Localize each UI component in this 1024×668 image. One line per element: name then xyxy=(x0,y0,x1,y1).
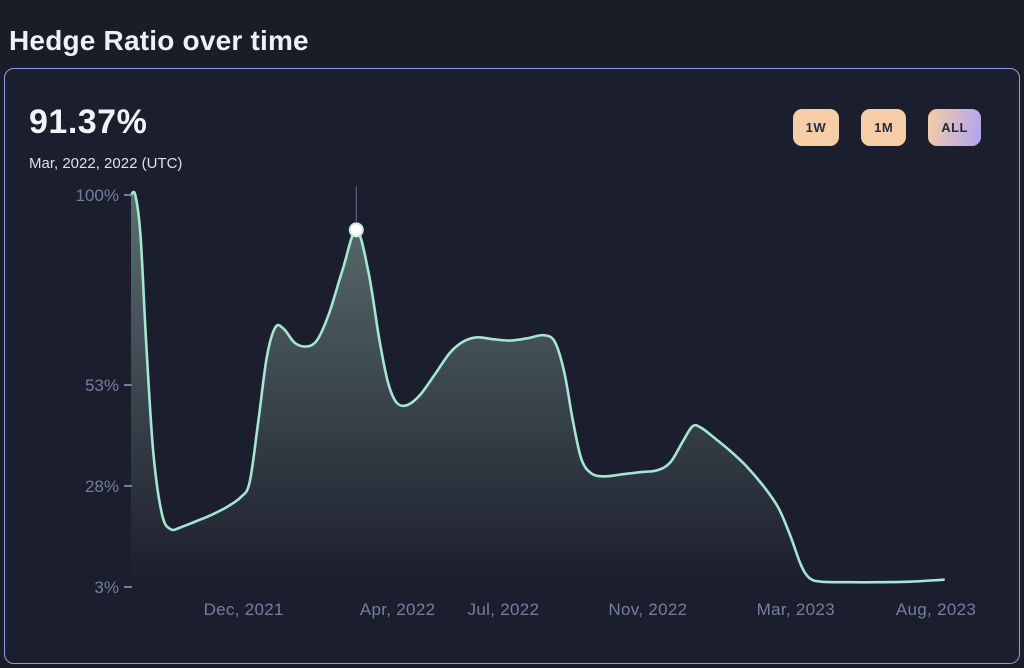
y-tick-label: 28% xyxy=(85,477,119,496)
x-tick-label: Aug, 2023 xyxy=(896,600,976,619)
hedge-ratio-card: 91.37% Mar, 2022, 2022 (UTC) 1W 1M ALL 1… xyxy=(4,68,1020,664)
x-tick-label: Dec, 2021 xyxy=(204,600,284,619)
x-tick-label: Nov, 2022 xyxy=(608,600,687,619)
y-tick-label: 53% xyxy=(85,376,119,395)
x-tick-label: Mar, 2023 xyxy=(757,600,835,619)
series-line xyxy=(129,190,945,584)
card-header: 91.37% Mar, 2022, 2022 (UTC) 1W 1M ALL xyxy=(29,89,995,172)
x-tick-label: Jul, 2022 xyxy=(468,600,540,619)
page-title: Hedge Ratio over time xyxy=(9,24,309,56)
hedge-ratio-chart[interactable]: 100% 53% 28% 3% Dec, 2021 Apr, 2022 Jul, 2022 N… xyxy=(29,184,997,636)
chart-wrap: 100% 53% 28% 3% Dec, 2021 Apr, 2022 Jul, 2022 N… xyxy=(29,184,995,641)
highlight-marker[interactable] xyxy=(348,222,364,238)
y-tick-label: 3% xyxy=(94,578,119,597)
metric-caption: Mar, 2022, 2022 (UTC) xyxy=(29,155,183,172)
x-tick-label: Apr, 2022 xyxy=(360,600,435,619)
range-button-all[interactable]: ALL xyxy=(928,109,981,146)
y-tick-label: 100% xyxy=(76,186,119,205)
range-button-1m[interactable]: 1M xyxy=(861,109,907,146)
range-selector: 1W 1M ALL xyxy=(792,109,981,146)
metric-value: 91.37% xyxy=(29,103,148,141)
range-button-1w[interactable]: 1W xyxy=(792,109,840,146)
area-fill xyxy=(131,192,944,587)
metric-block: 91.37% Mar, 2022, 2022 (UTC) xyxy=(29,89,182,172)
